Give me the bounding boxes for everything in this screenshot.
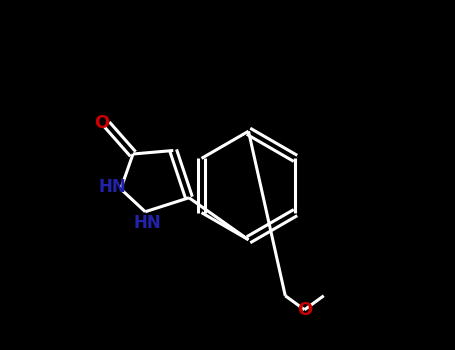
Text: HN: HN xyxy=(98,178,126,196)
Text: HN: HN xyxy=(133,214,161,232)
Text: O: O xyxy=(297,301,312,319)
Text: O: O xyxy=(94,113,109,132)
